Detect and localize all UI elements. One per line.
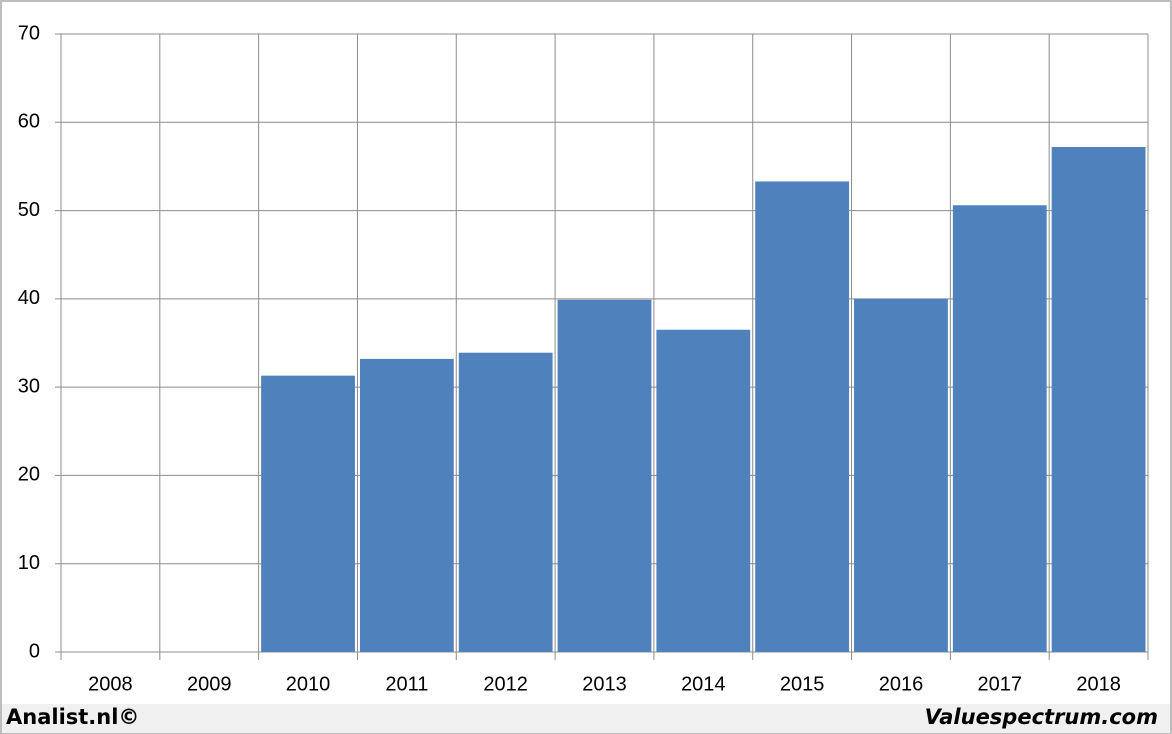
y-tick-label: 20 (18, 464, 40, 486)
x-tick-label: 2010 (286, 673, 331, 695)
x-tick-label: 2008 (88, 673, 133, 695)
bar (952, 205, 1047, 652)
x-tick-label: 2013 (582, 673, 627, 695)
bar (1051, 147, 1146, 652)
x-tick-label: 2018 (1076, 673, 1121, 695)
y-tick-label: 50 (18, 199, 40, 221)
x-tick-label: 2014 (681, 673, 726, 695)
x-tick-label: 2012 (483, 673, 528, 695)
x-tick-label: 2017 (978, 673, 1023, 695)
bar (656, 329, 751, 652)
footer-band (2, 704, 1170, 733)
bar (359, 358, 454, 652)
x-tick-label: 2011 (385, 673, 428, 695)
bar (755, 181, 850, 653)
x-tick-label: 2009 (187, 673, 232, 695)
x-tick-label: 2015 (780, 673, 825, 695)
bar (854, 298, 948, 652)
y-tick-label: 30 (18, 375, 40, 397)
bar (557, 299, 652, 652)
y-tick-label: 40 (18, 287, 40, 309)
footer-right: Valuespectrum.com (925, 705, 1158, 729)
bar (458, 352, 553, 652)
bar (261, 375, 355, 652)
footer-left: Analist.nl© (6, 705, 139, 729)
y-tick-label: 70 (18, 22, 40, 44)
y-tick-label: 60 (18, 111, 40, 133)
x-tick-label: 2016 (879, 673, 924, 695)
y-tick-label: 10 (18, 552, 40, 574)
y-tick-label: 0 (29, 640, 40, 662)
